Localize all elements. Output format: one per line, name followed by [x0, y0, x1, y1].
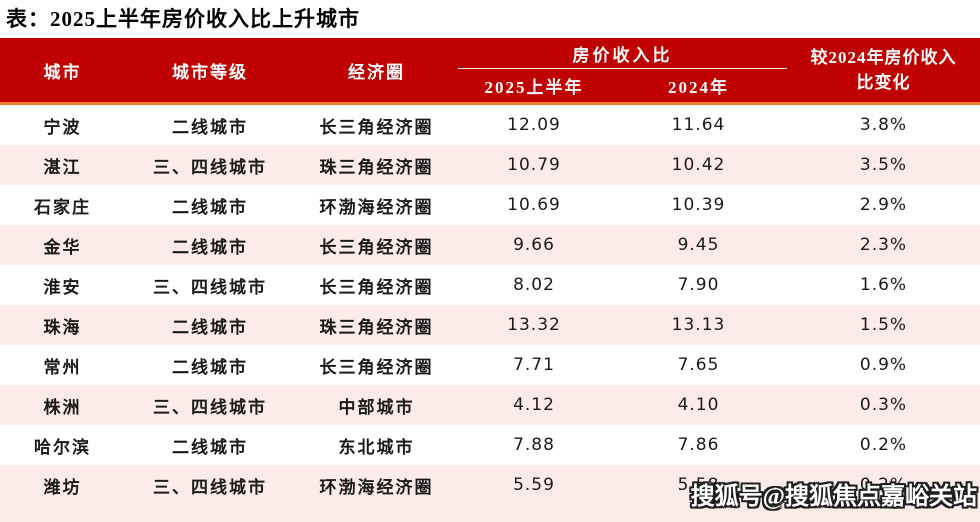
cell-ratio-2025h1: 4.12 [513, 395, 555, 415]
cell-change: 1.6% [859, 274, 908, 295]
cell-ratio-2025h1: 12.09 [507, 115, 561, 135]
header-cell-change-line2: 比变化 [856, 73, 911, 92]
cell-ratio-2025h1: 8.02 [513, 275, 555, 295]
cell-circle: 长三角经济圈 [319, 357, 434, 377]
header-cell-change-line1: 较2024年房价收入 [810, 48, 957, 67]
cell-circle: 珠三角经济圈 [319, 157, 434, 177]
cell-ratio-2024: 7.65 [677, 355, 720, 375]
table-row: 宁波 二线城市 长三角经济圈 12.09 11.64 3.8% [0, 105, 980, 145]
cell-circle: 长三角经济圈 [319, 117, 434, 137]
cell-circle: 珠三角经济圈 [319, 317, 434, 337]
table-bottom-filler [0, 505, 980, 522]
cell-city: 金华 [43, 237, 82, 257]
cell-ratio-2025h1: 7.88 [513, 435, 555, 455]
table-row: 湛江 三、四线城市 珠三角经济圈 10.79 10.42 3.5% [0, 145, 980, 185]
header-cell-circle: 经济圈 [348, 62, 405, 82]
cell-tier: 三、四线城市 [153, 477, 267, 497]
cell-city: 珠海 [43, 317, 82, 337]
table-row: 珠海 二线城市 珠三角经济圈 13.32 13.13 1.5% [0, 305, 980, 345]
cell-ratio-2024: 9.45 [677, 235, 720, 255]
table-row: 金华 二线城市 长三角经济圈 9.66 9.45 2.3% [0, 225, 980, 265]
header-cell-tier: 城市等级 [172, 62, 248, 82]
cell-ratio-2024: 7.86 [677, 435, 720, 455]
cell-ratio-2024: 13.13 [671, 315, 726, 335]
cell-tier: 二线城市 [172, 117, 248, 137]
cell-ratio-2024: 7.90 [677, 275, 720, 295]
header-cell-2025h1: 2025上半年 [484, 78, 584, 97]
cell-change: 3.8% [859, 114, 908, 135]
cell-ratio-2024: 10.39 [671, 195, 726, 215]
header-group-title: 房价收入比 [572, 46, 673, 65]
cell-change: 0.3% [859, 394, 908, 415]
cell-circle: 长三角经济圈 [319, 237, 434, 257]
cell-city: 湛江 [43, 157, 82, 177]
cell-city: 哈尔滨 [34, 437, 91, 457]
table-body: 宁波 二线城市 长三角经济圈 12.09 11.64 3.8% 湛江 三、四线城… [0, 105, 980, 522]
header-group-ratio: 房价收入比 2025上半年 2024年 [458, 38, 787, 102]
cell-change: 0.9% [859, 354, 908, 375]
header-cell-city: 城市 [43, 62, 82, 82]
table-row: 哈尔滨 二线城市 东北城市 7.88 7.86 0.2% [0, 425, 980, 465]
header-cell-change: 较2024年房价收入 比变化 [787, 38, 980, 102]
cell-change: 2.9% [859, 194, 908, 215]
cell-ratio-2024: 10.42 [671, 155, 726, 175]
cell-ratio-2024: 4.10 [677, 395, 720, 415]
cell-circle: 长三角经济圈 [319, 277, 434, 297]
cell-city: 淮安 [43, 277, 82, 297]
table-row: 株洲 三、四线城市 中部城市 4.12 4.10 0.3% [0, 385, 980, 425]
cell-ratio-2025h1: 10.69 [507, 195, 561, 215]
header-subrow: 2025上半年 2024年 [458, 69, 787, 102]
cell-change: 3.5% [859, 154, 908, 175]
cell-ratio-2025h1: 13.32 [507, 315, 561, 335]
cell-change: 0.2% [859, 434, 908, 455]
cell-ratio-2024: 5.58 [677, 475, 720, 495]
cell-tier: 二线城市 [172, 237, 248, 257]
table-row: 潍坊 三、四线城市 环渤海经济圈 5.59 5.58 0.2% [0, 465, 980, 505]
table-row: 淮安 三、四线城市 长三角经济圈 8.02 7.90 1.6% [0, 265, 980, 305]
table-row: 石家庄 二线城市 环渤海经济圈 10.69 10.39 2.9% [0, 185, 980, 225]
cell-tier: 三、四线城市 [153, 157, 267, 177]
cell-city: 株洲 [43, 397, 82, 417]
cell-tier: 二线城市 [172, 317, 248, 337]
cell-ratio-2025h1: 10.79 [507, 155, 561, 175]
cell-tier: 二线城市 [172, 197, 248, 217]
cell-circle: 环渤海经济圈 [319, 197, 434, 217]
cell-ratio-2025h1: 7.71 [513, 355, 555, 375]
cell-city: 石家庄 [34, 197, 91, 217]
cell-city: 潍坊 [43, 477, 82, 497]
page-title: 表：2025上半年房价收入比上升城市 [6, 7, 360, 31]
cell-ratio-2025h1: 9.66 [513, 235, 555, 255]
cell-city: 宁波 [43, 117, 82, 137]
cell-change: 1.5% [859, 314, 908, 335]
cell-tier: 二线城市 [172, 437, 248, 457]
cell-circle: 环渤海经济圈 [319, 477, 434, 497]
table-header: 城市 城市等级 经济圈 房价收入比 2025上半年 2024年 较2024年房价… [0, 38, 980, 105]
cell-ratio-2025h1: 5.59 [513, 475, 555, 495]
table-row: 常州 二线城市 长三角经济圈 7.71 7.65 0.9% [0, 345, 980, 385]
cell-tier: 三、四线城市 [153, 277, 267, 297]
cell-change: 0.2% [859, 474, 908, 495]
cell-circle: 东北城市 [338, 437, 415, 457]
watermark: 搜狐号@搜狐焦点嘉峪关站 [690, 484, 977, 510]
cell-change: 2.3% [859, 234, 908, 255]
header-group-underline [458, 68, 787, 69]
cell-city: 常州 [43, 357, 82, 377]
cell-circle: 中部城市 [338, 397, 415, 417]
cell-ratio-2024: 11.64 [671, 115, 726, 135]
cell-tier: 二线城市 [172, 357, 248, 377]
cell-tier: 三、四线城市 [153, 397, 267, 417]
header-cell-2024: 2024年 [668, 78, 729, 97]
